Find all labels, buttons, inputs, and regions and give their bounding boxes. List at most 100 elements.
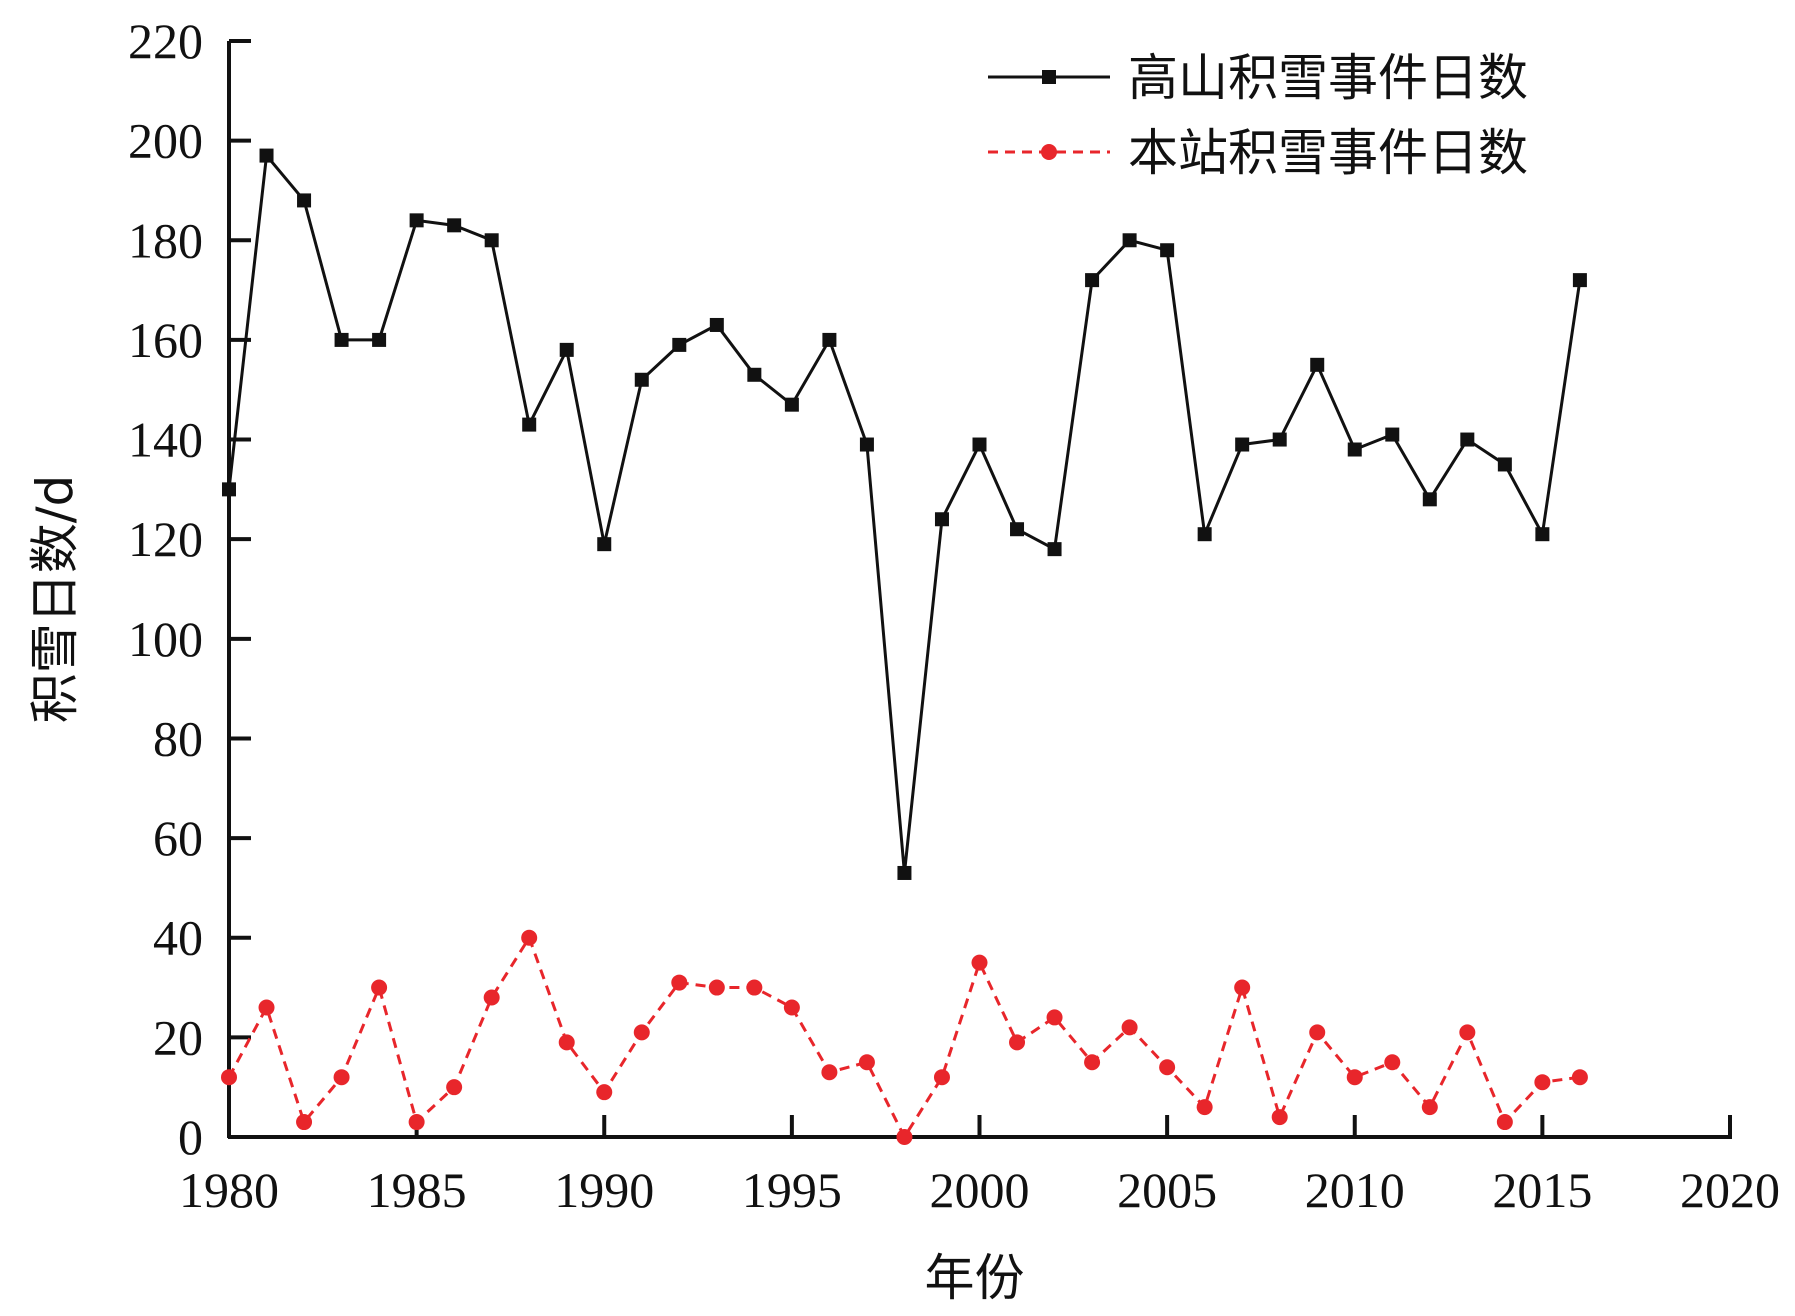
data-point <box>933 1069 950 1086</box>
data-point <box>521 929 538 946</box>
data-point <box>296 1114 313 1131</box>
data-point <box>1235 437 1250 452</box>
data-point <box>334 332 349 347</box>
y-tick-label: 200 <box>128 113 203 169</box>
data-point <box>1271 1109 1288 1126</box>
data-point <box>1084 1054 1101 1071</box>
axes <box>227 41 1732 1139</box>
data-point <box>297 193 312 208</box>
x-tick-label: 1995 <box>742 1162 842 1218</box>
data-point <box>1572 273 1587 288</box>
data-point <box>934 512 949 527</box>
x-tick-label: 2015 <box>1492 1162 1592 1218</box>
series-1 <box>222 148 1587 880</box>
data-point <box>596 1084 613 1101</box>
series-line <box>227 934 1581 1141</box>
y-tick-label: 220 <box>128 13 203 69</box>
data-point <box>1122 233 1137 248</box>
data-point <box>484 233 499 248</box>
data-point <box>1009 1034 1026 1051</box>
data-point <box>1310 357 1325 372</box>
y-axis-title: 积雪日数/d <box>26 475 84 724</box>
data-point <box>1496 1114 1513 1131</box>
series-2 <box>221 929 1588 1145</box>
legend-item: 高山积雪事件日数 <box>988 49 1528 107</box>
data-point <box>221 1069 237 1086</box>
data-point <box>897 865 912 880</box>
data-point <box>597 537 612 552</box>
y-tick-label: 120 <box>128 511 203 567</box>
y-tick-label: 100 <box>128 611 203 667</box>
data-point <box>671 974 688 991</box>
series-line <box>227 151 1582 874</box>
y-tick-label: 0 <box>178 1109 203 1165</box>
data-point <box>1535 527 1550 542</box>
x-axis-ticks: 1980 1985 1990 1995 2000 2005 2010 2015 2020 <box>179 1115 1780 1218</box>
y-tick-label: 20 <box>153 1009 203 1065</box>
data-point <box>1459 1024 1476 1041</box>
data-point <box>483 989 500 1006</box>
data-point <box>1272 432 1287 447</box>
data-point <box>896 1129 913 1145</box>
x-tick-label: 1980 <box>179 1162 279 1218</box>
x-tick-label: 2000 <box>930 1162 1030 1218</box>
data-point <box>1197 527 1212 542</box>
data-point <box>258 999 275 1016</box>
y-tick-label: 80 <box>153 710 203 766</box>
data-point <box>708 979 725 996</box>
data-point <box>1234 979 1251 996</box>
data-point <box>1309 1024 1326 1041</box>
data-point <box>1159 1059 1176 1076</box>
data-point <box>746 979 763 996</box>
data-point <box>259 148 274 163</box>
data-point <box>859 437 874 452</box>
data-point <box>1346 1069 1363 1086</box>
data-point <box>1085 273 1100 288</box>
data-point <box>447 218 462 233</box>
y-tick-label: 180 <box>128 212 203 268</box>
data-point <box>1121 1019 1138 1036</box>
data-point <box>1421 1099 1438 1116</box>
data-point <box>709 317 724 332</box>
data-point <box>559 342 574 357</box>
y-tick-label: 60 <box>153 810 203 866</box>
data-point <box>1160 243 1175 258</box>
data-point <box>1571 1069 1588 1086</box>
data-point <box>858 1054 875 1071</box>
data-point <box>333 1069 350 1086</box>
data-point <box>672 337 687 352</box>
data-point <box>1422 492 1437 507</box>
legend-marker <box>1042 70 1056 84</box>
legend-label: 本站积雪事件日数 <box>1128 124 1528 182</box>
data-point <box>972 437 987 452</box>
data-point <box>1347 442 1362 457</box>
y-tick-label: 40 <box>153 910 203 966</box>
x-tick-label: 1985 <box>367 1162 467 1218</box>
x-tick-label: 1990 <box>554 1162 654 1218</box>
y-axis-ticks: 0 20 40 60 80 100 120 140 160 180 200 220 <box>128 13 251 1165</box>
legend-marker <box>1041 144 1057 160</box>
data-point <box>1385 427 1400 442</box>
data-point <box>634 372 649 387</box>
data-point <box>522 417 537 432</box>
data-point <box>1047 542 1062 557</box>
data-point <box>371 979 388 996</box>
data-point <box>1010 522 1025 537</box>
data-point <box>372 332 387 347</box>
data-point <box>558 1034 575 1051</box>
data-point <box>409 213 424 228</box>
data-point <box>1046 1009 1063 1026</box>
data-point <box>222 482 236 497</box>
legend-item: 本站积雪事件日数 <box>988 124 1528 182</box>
data-point <box>784 397 799 412</box>
data-point <box>1534 1074 1551 1091</box>
data-point <box>783 999 800 1016</box>
data-point <box>1460 432 1475 447</box>
data-point <box>822 332 837 347</box>
x-axis-title: 年份 <box>925 1249 1025 1307</box>
data-point <box>821 1064 838 1081</box>
x-tick-label: 2010 <box>1305 1162 1405 1218</box>
data-point <box>1196 1099 1213 1116</box>
